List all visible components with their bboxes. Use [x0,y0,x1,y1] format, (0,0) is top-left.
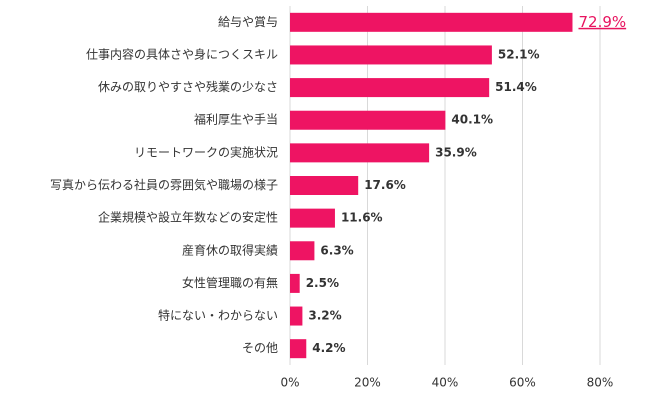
bar [290,12,573,32]
bar [290,241,315,261]
bar [290,208,335,228]
y-tick-label: 給与や賞与 [218,15,278,29]
value-label: 17.6% [364,178,406,192]
bar [290,339,307,359]
y-tick-label: 産育休の取得実績 [182,242,278,257]
value-label: 51.4% [495,80,537,94]
bar [290,273,300,293]
value-label: 40.1% [451,113,493,127]
x-tick-label: 80% [587,376,614,390]
x-tick-label: 20% [354,376,381,390]
bar [290,306,303,326]
value-label: 11.6% [341,211,383,225]
value-label: 4.2% [312,341,345,355]
y-tick-label: 企業規模や設立年数などの安定性 [98,210,278,225]
bar [290,110,446,130]
value-label: 6.3% [320,243,353,257]
y-tick-label: 写真から伝わる社員の雰囲気や職場の様子 [50,177,278,192]
value-label: 2.5% [306,276,339,290]
y-tick-label: 仕事内容の具体さや身につくスキル [86,46,278,61]
value-label: 3.2% [308,309,341,323]
bar [290,78,490,98]
y-tick-label: リモートワークの実施状況 [134,144,278,159]
x-tick-label: 60% [509,376,536,390]
bar [290,176,359,195]
bar [290,143,430,163]
y-tick-label: 福利厚生や手当 [194,112,278,127]
y-tick-label: 女性管理職の有無 [182,275,278,290]
value-label: 72.9% [578,13,626,31]
x-tick-label: 40% [432,376,459,390]
value-label: 35.9% [435,145,477,159]
y-tick-label: その他 [242,341,278,355]
x-tick-label: 0% [280,376,299,390]
y-tick-label: 特にない・わからない [158,308,278,323]
y-tick-label: 休みの取りやすさや残業の少なさ [98,80,278,94]
value-label: 52.1% [498,47,540,61]
bar [290,45,492,65]
